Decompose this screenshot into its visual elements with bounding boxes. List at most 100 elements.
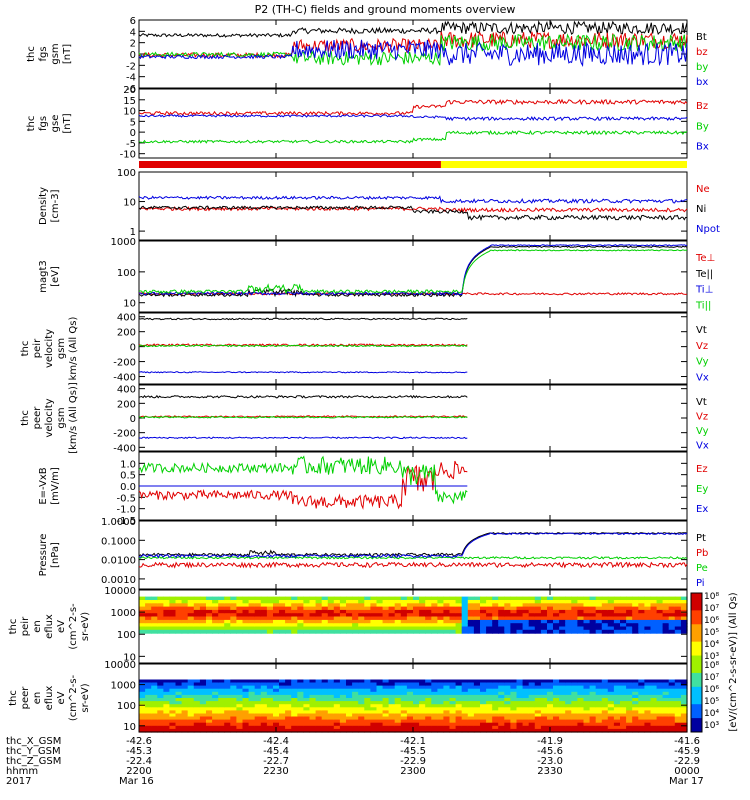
heatmap-cell (181, 606, 189, 611)
heatmap-cell (553, 728, 560, 733)
heatmap-cell (297, 600, 304, 604)
heatmap-cell (303, 707, 311, 711)
heatmap-cell (650, 716, 658, 721)
heatmap-cell (577, 616, 585, 621)
heatmap-cell (358, 626, 365, 631)
heatmap-cell (309, 619, 317, 624)
heatmap-cell (540, 679, 548, 684)
heatmap-cell (589, 719, 597, 724)
heatmap-cell (224, 606, 231, 611)
heatmap-cell (364, 707, 371, 711)
heatmap-cell (620, 600, 627, 604)
heatmap-cell (333, 613, 341, 618)
heatmap-cell (145, 685, 152, 690)
heatmap-cell (273, 685, 280, 690)
heatmap-cell (339, 616, 347, 621)
heatmap-cell (540, 685, 548, 690)
heatmap-cell (516, 710, 524, 715)
heatmap-cell (266, 609, 274, 614)
heatmap-cell (163, 596, 171, 601)
heatmap-cell (370, 710, 378, 715)
heatmap-cell (528, 722, 536, 727)
heatmap-cell (400, 619, 408, 624)
heatmap-cell (607, 600, 615, 604)
heatmap-cell (327, 609, 335, 614)
heatmap-cell (540, 682, 548, 687)
heatmap-cell (242, 691, 250, 696)
heatmap-cell (291, 609, 298, 614)
heatmap-cell (662, 710, 670, 715)
heatmap-cell (534, 685, 542, 690)
heatmap-cell (455, 713, 463, 718)
heatmap-cell (145, 722, 152, 727)
heatmap-cell (656, 606, 664, 611)
heatmap-cell (431, 629, 438, 634)
y-axis-label: thc (8, 619, 19, 635)
heatmap-cell (656, 722, 664, 727)
colorbar-tick: 10⁶ (704, 685, 719, 695)
legend-temperature-1: Te|| (695, 269, 713, 280)
x-axis-row-label: thc_Z_GSM (6, 756, 61, 767)
heatmap-cell (187, 600, 195, 604)
heatmap-cell (193, 722, 201, 727)
heatmap-cell (248, 713, 256, 718)
heatmap-cell (419, 725, 426, 730)
heatmap-cell (498, 698, 505, 702)
heatmap-cell (309, 626, 317, 631)
heatmap-cell (145, 629, 152, 634)
heatmap-cell (443, 691, 451, 696)
heatmap-cell (242, 688, 250, 693)
heatmap-cell (266, 710, 274, 715)
heatmap-cell (315, 679, 323, 684)
colorbar-segment (691, 690, 702, 695)
x-tick-label: -22.4 (126, 756, 152, 767)
heatmap-cell (571, 596, 578, 601)
heatmap-cell (510, 679, 518, 684)
heatmap-cell (473, 606, 481, 611)
heatmap-cell (163, 613, 171, 618)
heatmap-cell (139, 694, 146, 699)
heatmap-cell (218, 719, 225, 724)
heatmap-cell (480, 679, 487, 684)
heatmap-cell (613, 710, 621, 715)
heatmap-cell (248, 701, 256, 705)
heatmap-cell (248, 719, 256, 724)
heatmap-cell (486, 728, 493, 733)
heatmap-cell (248, 626, 256, 631)
heatmap-cell (492, 722, 499, 727)
heatmap-cell (620, 679, 627, 684)
y-axis-label: [mV/m] (50, 467, 61, 505)
heatmap-cell (449, 606, 457, 611)
heatmap-cell (583, 698, 591, 702)
heatmap-cell (419, 682, 426, 687)
y-axis-label: thc (8, 690, 19, 706)
heatmap-cell (297, 682, 304, 687)
colorbar-tick: 10⁵ (704, 628, 719, 638)
heatmap-cell (467, 694, 475, 699)
heatmap-cell (187, 698, 195, 702)
heatmap-cell (559, 728, 566, 733)
heatmap-cell (315, 600, 323, 604)
heatmap-cell (449, 694, 457, 699)
heatmap-cell (534, 619, 542, 624)
panel-frame (138, 384, 688, 452)
heatmap-cell (333, 623, 341, 628)
x-tick-label: -41.9 (537, 736, 563, 747)
heatmap-cell (388, 688, 396, 693)
heatmap-cell (510, 691, 518, 696)
heatmap-cell (553, 609, 560, 614)
heatmap-cell (163, 603, 171, 608)
heatmap-cell (266, 603, 274, 608)
heatmap-cell (632, 688, 639, 693)
heatmap-cell (346, 596, 353, 601)
heatmap-cell (163, 719, 171, 724)
heatmap-cell (656, 707, 664, 711)
heatmap-cell (157, 704, 164, 708)
heatmap-cell (273, 704, 280, 708)
heatmap-cell (230, 596, 237, 601)
heatmap-cell (394, 728, 402, 733)
heatmap-cell (437, 716, 445, 721)
heatmap-cell (662, 707, 670, 711)
heatmap-cell (157, 619, 164, 624)
heatmap-cell (339, 629, 347, 634)
